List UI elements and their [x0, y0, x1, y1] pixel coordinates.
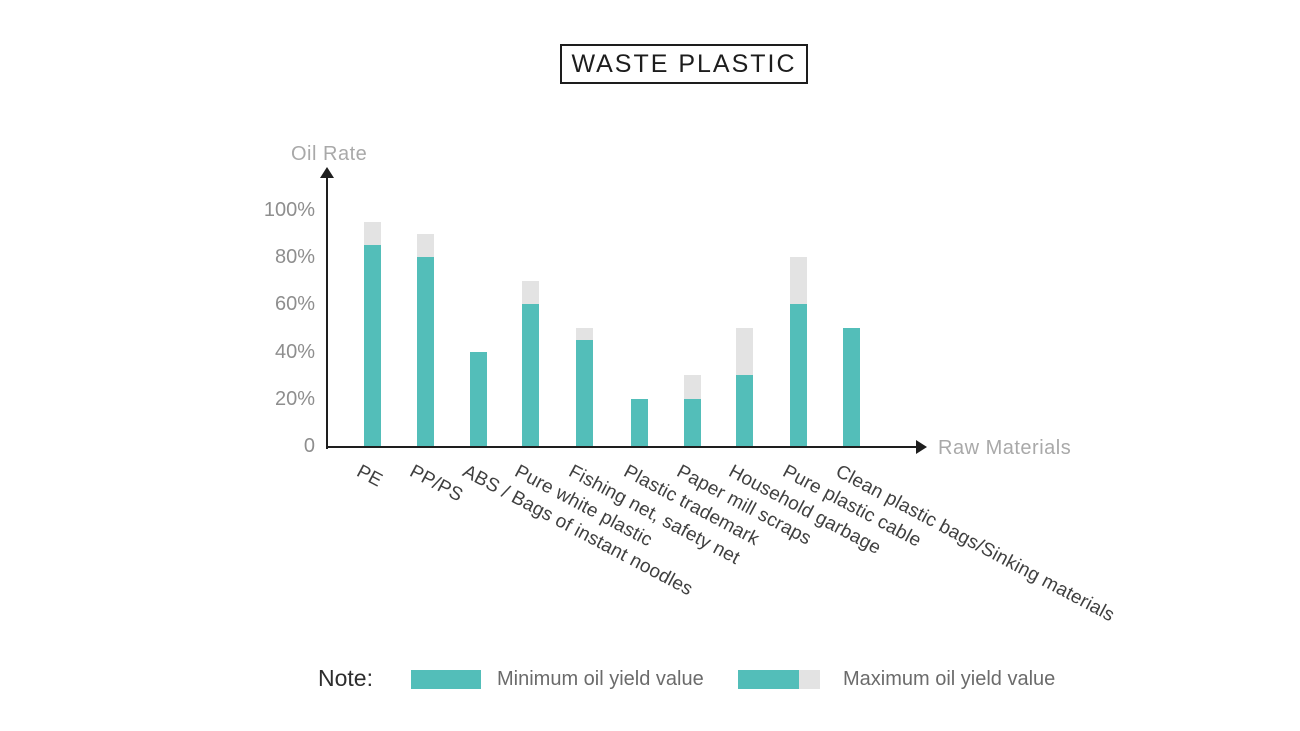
- bar-min-segment: [842, 328, 860, 446]
- y-tick-label: 40%: [274, 340, 315, 363]
- legend-swatch-max-teal-part: [738, 670, 799, 689]
- x-category-label: PE: [353, 461, 386, 492]
- bar-max-segment: [521, 280, 539, 305]
- bar-max-segment: [575, 328, 593, 340]
- bar-max-segment: [363, 221, 381, 246]
- bar-max-segment: [416, 233, 434, 258]
- bar-min-segment: [683, 398, 701, 446]
- legend-swatch-max-gray-part: [799, 670, 820, 689]
- bar-min-segment: [521, 304, 539, 446]
- bar-min-segment: [363, 245, 381, 446]
- bar-min-segment: [735, 375, 753, 446]
- legend-swatch-minimum: [411, 670, 481, 689]
- bar-min-segment: [469, 351, 487, 446]
- legend-label-minimum: Minimum oil yield value: [497, 668, 704, 690]
- y-tick-label: 0: [303, 435, 315, 457]
- legend-note-label: Note:: [318, 665, 373, 691]
- chart-title: WASTE PLASTIC: [571, 49, 797, 78]
- y-tick-label: 80%: [274, 246, 315, 269]
- y-axis-line: [326, 176, 328, 449]
- y-tick-label: 60%: [274, 293, 315, 316]
- chart-title-box: WASTE PLASTIC: [560, 44, 808, 84]
- legend-swatch-maximum: [738, 670, 820, 689]
- x-axis-line: [326, 446, 918, 448]
- legend-label-maximum: Maximum oil yield value: [843, 668, 1056, 690]
- x-axis-arrow-icon: [916, 440, 927, 454]
- bar-min-segment: [789, 304, 807, 446]
- x-axis-title: Raw Materials: [938, 437, 1072, 459]
- x-category-label: PP/PS: [406, 461, 467, 507]
- y-axis-title: Oil Rate: [291, 143, 368, 165]
- bar-max-segment: [735, 328, 753, 376]
- bar-min-segment: [575, 339, 593, 446]
- y-tick-label: 100%: [263, 199, 315, 221]
- y-tick-label: 20%: [274, 387, 315, 410]
- bar-min-segment: [630, 398, 648, 446]
- bar-max-segment: [683, 375, 701, 399]
- bar-max-segment: [789, 257, 807, 305]
- y-axis-arrow-icon: [320, 167, 334, 178]
- bar-min-segment: [416, 257, 434, 446]
